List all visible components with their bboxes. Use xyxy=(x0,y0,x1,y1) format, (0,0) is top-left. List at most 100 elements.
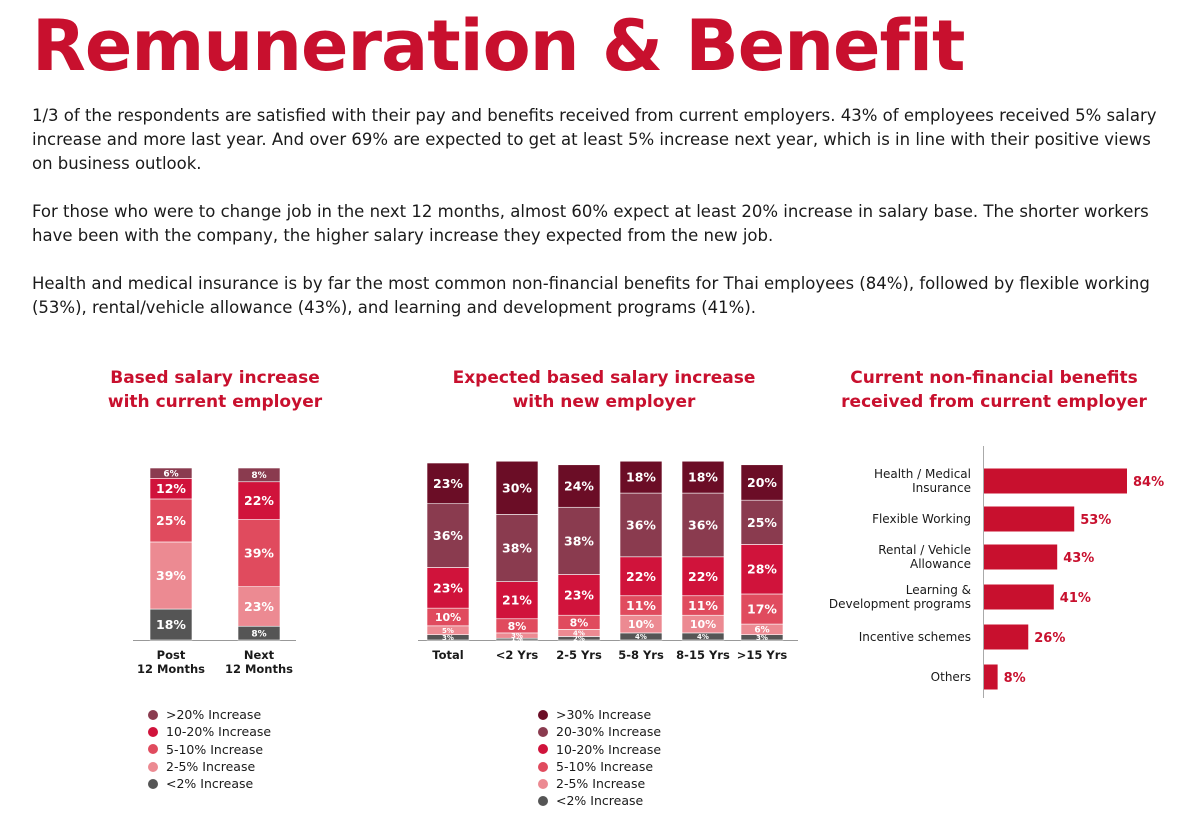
chart-2-bar-segment xyxy=(681,556,725,597)
chart-2-data-label: 4% xyxy=(697,633,709,641)
chart-3-category-label: Rental / Vehicle Allowance xyxy=(878,543,971,571)
legend-label: 5-10% Increase xyxy=(166,741,264,757)
chart-3-data-label: 8% xyxy=(1004,671,1026,686)
chart-3-title-line-2: received from current employer xyxy=(841,392,1147,412)
chart-2-data-label: 36% xyxy=(626,517,656,532)
chart-2-data-label: 36% xyxy=(688,517,718,532)
chart-2-bar-segment xyxy=(740,544,784,595)
chart-1-data-label: 18% xyxy=(156,617,186,632)
chart-3-bar xyxy=(984,468,1127,494)
chart-2-bar-segment xyxy=(619,556,663,597)
legend-swatch xyxy=(538,726,548,737)
legend-label: >20% Increase xyxy=(166,707,262,722)
legend-swatch xyxy=(148,761,158,772)
chart-2-title: Expected based salary increase with new … xyxy=(424,366,784,414)
chart-2-bar-segment xyxy=(681,460,725,494)
chart-2-data-label: 30% xyxy=(502,480,532,495)
chart-1-data-label: 23% xyxy=(244,599,274,614)
chart-3-data-label: 53% xyxy=(1080,513,1111,528)
chart-3-category-label: Others xyxy=(931,670,971,684)
legend-label: <2% Increase xyxy=(556,793,644,809)
chart-2-category-label: 5-8 Yrs xyxy=(618,648,664,662)
chart-2-data-label: 10% xyxy=(690,618,716,631)
chart-2-data-label: 28% xyxy=(747,562,777,577)
chart-1-bar-segment xyxy=(149,541,193,610)
chart-1-bar-segment xyxy=(149,498,193,543)
page-title: Remuneration & Benefit xyxy=(32,5,965,87)
chart-2-bar-segment xyxy=(740,499,784,545)
chart-2-data-label: 17% xyxy=(747,602,777,617)
chart-2-category-label: Total xyxy=(432,648,463,662)
intro-paragraph-3: Health and medical insurance is by far t… xyxy=(32,274,1150,317)
chart-2-data-label: 3% xyxy=(511,632,523,640)
chart-2-legend-item: 20-30% Increase xyxy=(538,723,661,740)
legend-label: <2% Increase xyxy=(166,776,254,792)
chart-2-legend-item: 10-20% Increase xyxy=(538,741,661,758)
chart-1-data-label: 22% xyxy=(244,493,274,508)
chart-1-title-line-1: Based salary increase xyxy=(110,368,320,388)
legend-swatch xyxy=(148,726,158,737)
chart-2-bar-segment xyxy=(619,492,663,558)
chart-3-data-label: 26% xyxy=(1034,631,1065,646)
chart-3-title: Current non-financial benefits received … xyxy=(824,366,1164,414)
chart-2-legend-item: <2% Increase xyxy=(538,792,661,809)
chart-2-title-line-2: with new employer xyxy=(512,392,696,412)
chart-2-category-label: 2-5 Yrs xyxy=(556,648,602,662)
chart-1-legend-item: >20% Increase xyxy=(148,706,271,723)
chart-2-data-label: 2% xyxy=(573,635,585,643)
chart-3-title-line-1: Current non-financial benefits xyxy=(850,368,1138,388)
chart-1-legend-item: <2% Increase xyxy=(148,775,271,792)
legend-swatch xyxy=(538,761,548,772)
chart-2-bar-segment xyxy=(495,460,539,515)
chart-2-data-label: 4% xyxy=(573,629,585,637)
chart-3-bar xyxy=(984,664,998,690)
chart-2-bar-segment xyxy=(681,492,725,558)
chart-3-category-label: Flexible Working xyxy=(872,512,971,526)
chart-2-data-label: 18% xyxy=(626,470,656,485)
chart-3-data-label: 41% xyxy=(1060,591,1091,606)
chart-2-title-line-1: Expected based salary increase xyxy=(452,368,756,388)
chart-1-category-label: Post 12 Months xyxy=(137,648,205,676)
legend-swatch xyxy=(538,778,548,789)
chart-2-bar-segment xyxy=(619,460,663,494)
legend-label: 5-10% Increase xyxy=(556,758,654,774)
chart-2-bar-segment xyxy=(426,462,470,505)
chart-2-data-label: 25% xyxy=(747,515,777,530)
chart-2-bar-segment xyxy=(426,503,470,568)
chart-2-data-label: 8% xyxy=(570,616,589,629)
legend-swatch xyxy=(538,744,548,755)
chart-2-bar-segment xyxy=(740,593,784,625)
chart-1-data-label: 12% xyxy=(156,481,186,496)
legend-label: >30% Increase xyxy=(556,707,652,722)
chart-2-bar-segment xyxy=(557,506,601,575)
chart-2-data-label: 3% xyxy=(442,634,454,642)
chart-2-bar-segment xyxy=(426,567,470,609)
legend-label: 2-5% Increase xyxy=(556,776,646,792)
legend-label: 10-20% Increase xyxy=(556,741,662,757)
chart-2-category-label: <2 Yrs xyxy=(496,648,539,662)
chart-1-bar-segment xyxy=(149,467,193,479)
chart-2-legend-item: 2-5% Increase xyxy=(538,775,661,792)
legend-label: 20-30% Increase xyxy=(556,724,662,740)
chart-1-data-label: 39% xyxy=(156,568,186,583)
chart-2-category-label: 8-15 Yrs xyxy=(676,648,730,662)
legend-swatch xyxy=(538,796,548,807)
chart-2-data-label: 8% xyxy=(508,620,527,633)
legend-label: 10-20% Increase xyxy=(166,724,272,740)
chart-1-bar-segment xyxy=(237,519,281,587)
intro-paragraph-1: 1/3 of the respondents are satisfied wit… xyxy=(32,106,1157,173)
chart-2-data-label: 22% xyxy=(626,569,656,584)
chart-3-category-label: Incentive schemes xyxy=(859,630,971,644)
chart-2-data-label: 23% xyxy=(433,580,463,595)
chart-1-legend: >20% Increase 10-20% Increase 5-10% Increa… xyxy=(148,706,271,792)
chart-3-data-label: 84% xyxy=(1133,475,1164,490)
chart-3-category-label: Health / Medical Insurance xyxy=(874,467,971,495)
chart-2-legend-item: 5-10% Increase xyxy=(538,758,661,775)
chart-2-data-label: 23% xyxy=(564,587,594,602)
chart-2-data-label: 6% xyxy=(754,626,769,636)
chart-3-bar xyxy=(984,506,1075,532)
chart-2-data-label: 1% xyxy=(511,636,523,644)
chart-2-legend-item: >30% Increase xyxy=(538,706,661,723)
chart-1-legend-item: 5-10% Increase xyxy=(148,741,271,758)
